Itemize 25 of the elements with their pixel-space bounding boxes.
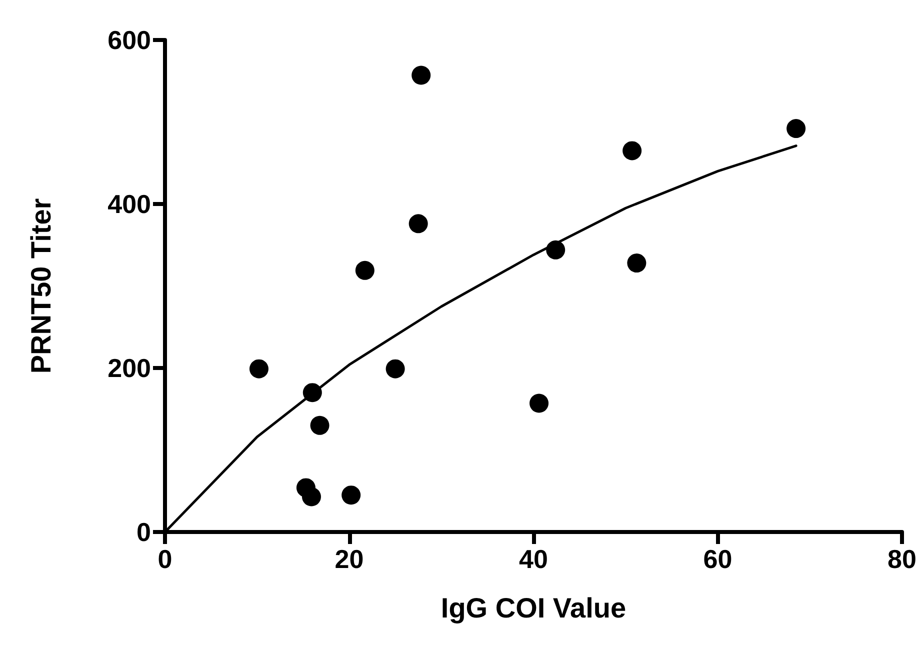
point — [386, 359, 405, 378]
y-tick-label: 600 — [108, 25, 151, 55]
y-tick-label: 200 — [108, 353, 151, 383]
x-tick-label: 0 — [158, 544, 172, 574]
x-tick-label: 40 — [519, 544, 548, 574]
y-axis-title: PRNT50 Titer — [26, 198, 56, 374]
point — [408, 214, 428, 234]
point — [342, 486, 361, 505]
point — [546, 240, 566, 260]
x-tick-label: 80 — [888, 544, 916, 574]
point — [310, 416, 330, 435]
point — [249, 359, 268, 378]
point — [786, 119, 806, 138]
x-tick-label: 60 — [703, 544, 732, 574]
point — [622, 141, 642, 160]
point — [627, 254, 646, 273]
y-tick-label: 0 — [136, 517, 151, 547]
point — [355, 260, 374, 280]
point — [302, 487, 321, 506]
x-axis-title: IgG COI Value — [440, 592, 626, 624]
point — [530, 394, 549, 413]
point — [302, 383, 322, 402]
point — [412, 66, 431, 85]
y-tick-label: 400 — [108, 189, 151, 219]
x-tick-label: 20 — [334, 544, 364, 574]
